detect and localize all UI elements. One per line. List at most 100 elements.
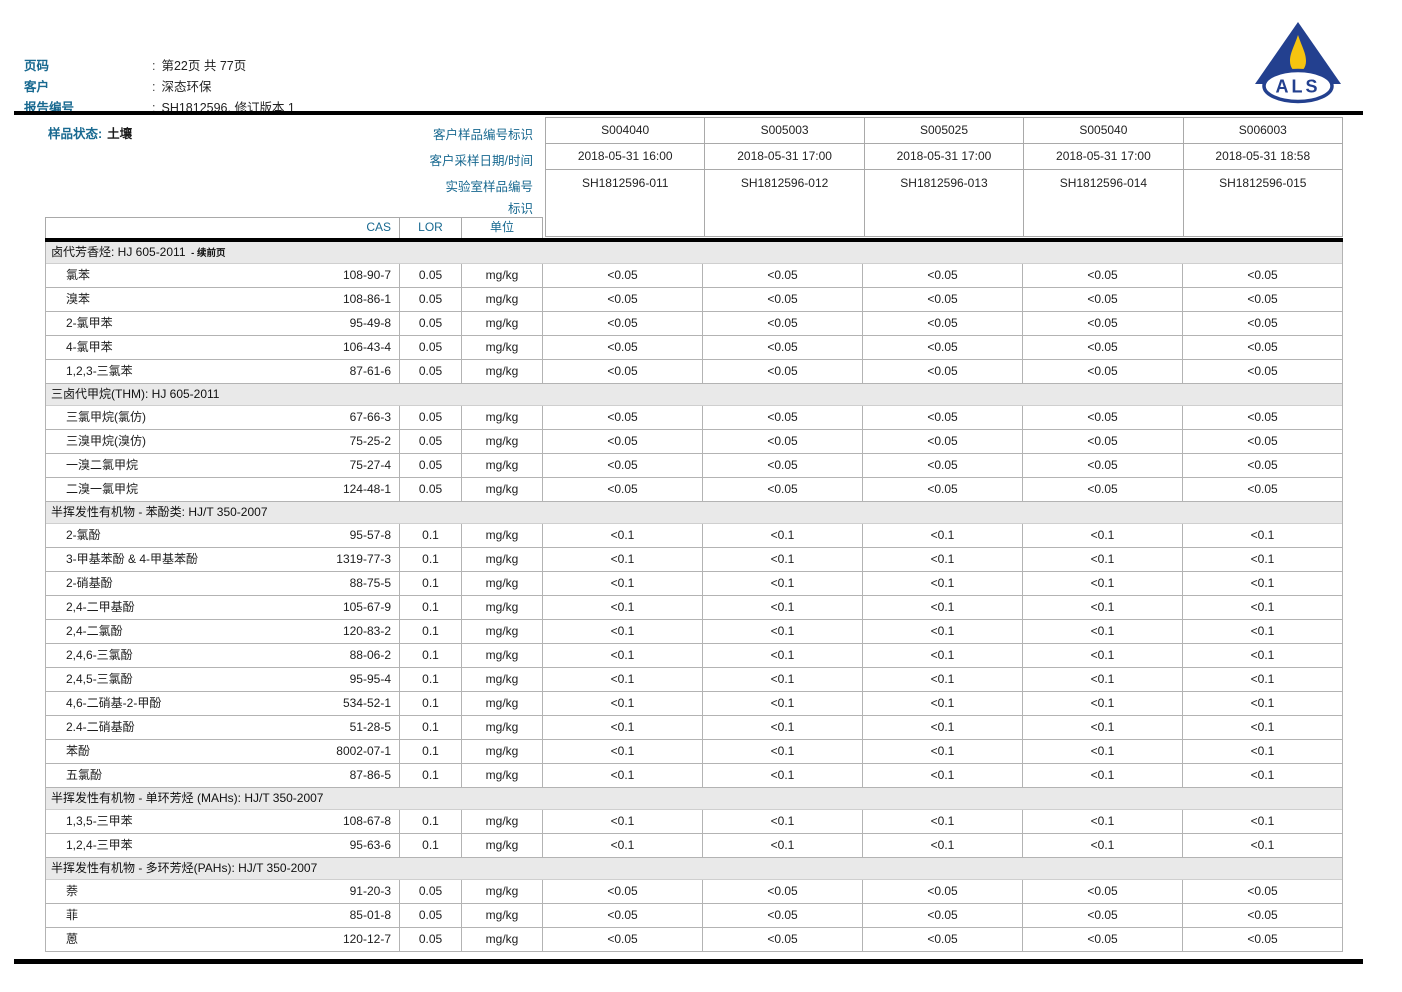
unit-value: mg/kg xyxy=(461,548,542,571)
lor-value: 0.1 xyxy=(399,740,461,763)
analyte-name: 三溴甲烷(溴仿) xyxy=(66,434,146,448)
client-sample-id: S005025 xyxy=(864,118,1024,143)
cas-number: 534-52-1 xyxy=(342,696,391,710)
sampling-datetime-label: 客户采样日期/时间 xyxy=(429,154,533,168)
result-value: <0.05 xyxy=(702,904,862,927)
unit-value: mg/kg xyxy=(461,834,542,857)
table-row: 1,2,3-三氯苯 87-61-6 0.05 mg/kg <0.05 <0.05 <0.05… xyxy=(46,360,1342,384)
cas-number: 75-27-4 xyxy=(349,458,391,472)
result-value: <0.1 xyxy=(1022,764,1182,787)
unit-value: mg/kg xyxy=(461,524,542,547)
client-sample-id-label: 客户样品编号标识 xyxy=(432,128,533,142)
result-value: <0.05 xyxy=(542,264,702,287)
result-value: <0.1 xyxy=(702,596,862,619)
result-value: <0.05 xyxy=(702,288,862,311)
result-value: <0.1 xyxy=(1022,668,1182,691)
unit-value: mg/kg xyxy=(461,904,542,927)
result-value: <0.05 xyxy=(542,454,702,477)
result-value: <0.05 xyxy=(1182,478,1342,501)
result-value: <0.05 xyxy=(702,430,862,453)
result-value: <0.05 xyxy=(1022,336,1182,359)
section-title-suffix: - 续前页 xyxy=(188,248,226,259)
page-bottom-rule xyxy=(14,959,1363,964)
cas-number: 120-83-2 xyxy=(342,624,391,638)
result-value: <0.1 xyxy=(542,596,702,619)
analyte-cell: 2,4-二甲基酚 105-67-9 xyxy=(46,596,399,619)
section-header: 半挥发性有机物 - 单环芳烃 (MAHs): HJ/T 350-2007 xyxy=(46,788,1342,810)
analyte-cell: 萘 91-20-3 xyxy=(46,880,399,903)
analyte-name: 2.4-二硝基酚 xyxy=(66,720,135,734)
cas-number: 95-49-8 xyxy=(349,316,391,330)
result-value: <0.1 xyxy=(862,572,1022,595)
result-value: <0.05 xyxy=(862,406,1022,429)
table-row: 五氯酚 87-86-5 0.1 mg/kg <0.1 <0.1 <0.1 <0.1 <0.1 xyxy=(46,764,1342,788)
page-number-label: 页码 xyxy=(24,59,50,73)
analyte-name: 3-甲基苯酚 & 4-甲基苯酚 xyxy=(66,552,199,566)
cas-number: 95-57-8 xyxy=(349,528,391,542)
result-value: <0.1 xyxy=(862,644,1022,667)
result-value: <0.1 xyxy=(1022,524,1182,547)
result-value: <0.05 xyxy=(542,312,702,335)
result-value: <0.05 xyxy=(862,454,1022,477)
result-value: <0.1 xyxy=(862,834,1022,857)
sample-header-grid: S004040 2018-05-31 16:00 SH1812596-011 S… xyxy=(545,117,1343,237)
unit-value: mg/kg xyxy=(461,764,542,787)
result-value: <0.05 xyxy=(1182,360,1342,383)
result-value: <0.1 xyxy=(862,548,1022,571)
result-value: <0.1 xyxy=(702,644,862,667)
client-value: 深态环保 xyxy=(161,80,212,94)
unit-value: mg/kg xyxy=(461,928,542,951)
result-value: <0.1 xyxy=(702,764,862,787)
page-number-field: 页码: 第22页 共 77页 xyxy=(24,55,246,75)
lor-value: 0.1 xyxy=(399,810,461,833)
table-row: 2,4,6-三氯酚 88-06-2 0.1 mg/kg <0.1 <0.1 <0.1 <0.1… xyxy=(46,644,1342,668)
result-value: <0.1 xyxy=(1022,548,1182,571)
result-value: <0.05 xyxy=(702,454,862,477)
result-value: <0.05 xyxy=(1022,312,1182,335)
table-row: 蒽 120-12-7 0.05 mg/kg <0.05 <0.05 <0.05 <0.05 <0… xyxy=(46,928,1342,952)
result-value: <0.1 xyxy=(542,668,702,691)
sampling-datetime: 2018-05-31 17:00 xyxy=(864,144,1024,169)
result-value: <0.05 xyxy=(1022,904,1182,927)
result-value: <0.1 xyxy=(702,524,862,547)
analyte-name: 2,4-二氯酚 xyxy=(66,624,123,638)
result-value: <0.1 xyxy=(542,644,702,667)
result-value: <0.05 xyxy=(702,360,862,383)
result-value: <0.1 xyxy=(702,810,862,833)
analyte-name: 五氯酚 xyxy=(66,768,103,782)
result-value: <0.1 xyxy=(702,548,862,571)
lor-value: 0.1 xyxy=(399,668,461,691)
result-value: <0.05 xyxy=(1182,904,1342,927)
table-row: 1,3,5-三甲苯 108-67-8 0.1 mg/kg <0.1 <0.1 <0.1 <0.… xyxy=(46,810,1342,834)
analyte-cell: 五氯酚 87-86-5 xyxy=(46,764,399,787)
unit-value: mg/kg xyxy=(461,360,542,383)
result-value: <0.05 xyxy=(702,264,862,287)
section-title: 半挥发性有机物 - 单环芳烃 (MAHs): HJ/T 350-2007 xyxy=(51,791,324,805)
result-value: <0.1 xyxy=(1022,644,1182,667)
result-value: <0.05 xyxy=(862,880,1022,903)
cas-number: 1319-77-3 xyxy=(336,552,391,566)
unit-column-header: 单位 xyxy=(461,218,542,238)
unit-value: mg/kg xyxy=(461,668,542,691)
unit-value: mg/kg xyxy=(461,264,542,287)
section-header: 卤代芳香烃: HJ 605-2011 - 续前页 xyxy=(46,242,1342,264)
result-value: <0.1 xyxy=(1022,716,1182,739)
result-value: <0.1 xyxy=(1022,740,1182,763)
client-sample-id: S005003 xyxy=(705,118,864,143)
sample-column: S005040 2018-05-31 17:00 SH1812596-014 xyxy=(1024,118,1183,236)
cas-number: 95-95-4 xyxy=(349,672,391,686)
unit-value: mg/kg xyxy=(461,620,542,643)
result-value: <0.05 xyxy=(1182,880,1342,903)
result-value: <0.1 xyxy=(1182,668,1342,691)
result-value: <0.05 xyxy=(1182,264,1342,287)
result-value: <0.1 xyxy=(1022,572,1182,595)
analyte-name: 氯苯 xyxy=(66,268,91,282)
result-value: <0.05 xyxy=(1022,288,1182,311)
result-value: <0.1 xyxy=(542,716,702,739)
analyte-name: 2,4-二甲基酚 xyxy=(66,600,135,614)
result-value: <0.1 xyxy=(862,596,1022,619)
sample-status-label: 样品状态: xyxy=(48,127,103,141)
result-value: <0.05 xyxy=(1182,336,1342,359)
lab-sample-id-label: 实验室样品编号 xyxy=(445,180,533,194)
result-value: <0.1 xyxy=(542,620,702,643)
